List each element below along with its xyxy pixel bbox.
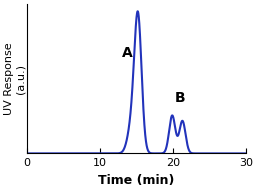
Text: A: A (122, 46, 133, 60)
Text: B: B (175, 91, 185, 105)
Y-axis label: UV Response
(a.u.): UV Response (a.u.) (4, 42, 26, 115)
X-axis label: Time (min): Time (min) (98, 174, 175, 187)
